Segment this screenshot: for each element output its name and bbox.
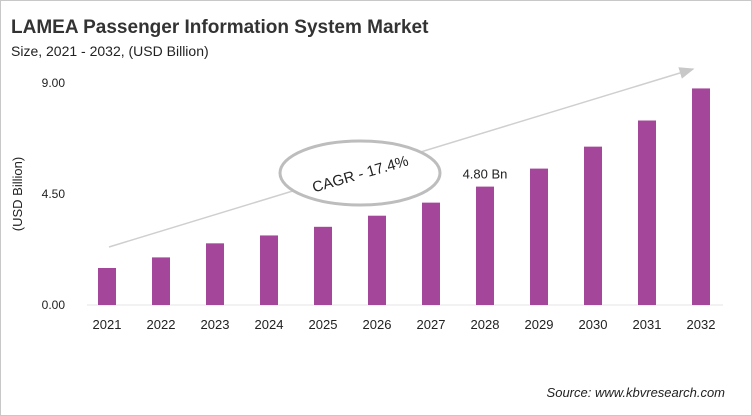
x-tick-label: 2025 — [309, 317, 338, 332]
bar-2028 — [476, 186, 494, 305]
x-tick-label: 2030 — [579, 317, 608, 332]
bar-2021 — [98, 268, 116, 305]
x-tick-label: 2021 — [93, 317, 122, 332]
y-tick-label: 9.00 — [42, 76, 66, 90]
y-tick-label: 4.50 — [42, 187, 66, 201]
bar-2029 — [530, 168, 548, 305]
cagr-ellipse — [278, 139, 442, 207]
chart-title: LAMEA Passenger Information System Marke… — [11, 17, 429, 38]
x-tick-label: 2032 — [687, 317, 716, 332]
chart-subtitle: Size, 2021 - 2032, (USD Billion) — [11, 43, 209, 59]
x-tick-label: 2029 — [525, 317, 554, 332]
x-tick-label: 2031 — [633, 317, 662, 332]
data-label: 4.80 Bn — [463, 167, 508, 182]
x-tick-label: 2028 — [471, 317, 500, 332]
x-tick-label: 2024 — [255, 317, 284, 332]
bar-2031 — [638, 120, 656, 305]
x-tick-label: 2022 — [147, 317, 176, 332]
y-axis-label: (USD Billion) — [10, 157, 25, 231]
source-note: Source: www.kbvresearch.com — [546, 385, 725, 400]
x-tick-label: 2023 — [201, 317, 230, 332]
x-tick-label: 2026 — [363, 317, 392, 332]
bar-2025 — [314, 226, 332, 305]
bar-2023 — [206, 243, 224, 305]
bar-2027 — [422, 202, 440, 305]
bar-2022 — [152, 257, 170, 305]
x-tick-label: 2027 — [417, 317, 446, 332]
bar-2024 — [260, 235, 278, 305]
y-tick-label: 0.00 — [42, 298, 66, 312]
bar-2026 — [368, 215, 386, 305]
bar-2030 — [584, 146, 602, 305]
bar-2032 — [692, 88, 710, 305]
